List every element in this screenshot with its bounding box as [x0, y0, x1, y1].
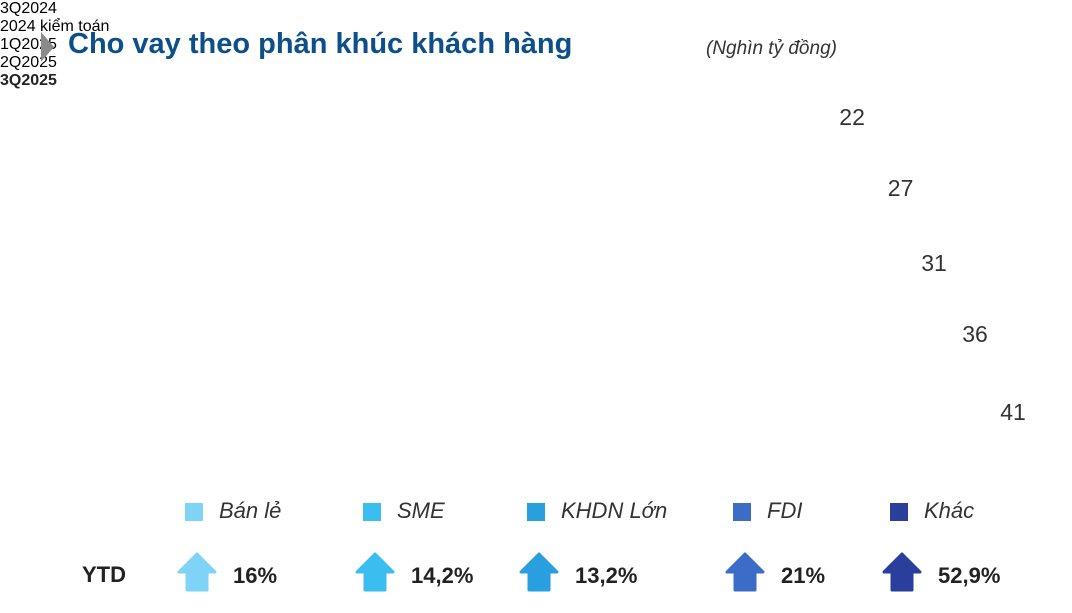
value-label: 36: [962, 321, 988, 347]
legend-label: Khác: [924, 498, 975, 523]
legend-label: KHDN Lớn: [561, 498, 668, 523]
value-label: 584: [748, 320, 789, 347]
ytd-arrow: [882, 552, 922, 592]
value-label: 96: [784, 103, 812, 130]
value-label: 116: [891, 320, 931, 347]
value-label: 751: [296, 320, 337, 347]
value-label: 31: [921, 250, 947, 276]
value-label: 679: [281, 174, 322, 201]
legend-label: Bán lẻ: [219, 498, 282, 523]
ytd-arrow: [519, 552, 559, 592]
value-label: 534: [694, 174, 735, 201]
legend-label: FDI: [767, 498, 803, 523]
ytd-value: 16%: [233, 563, 278, 588]
value-label: 102: [825, 174, 866, 201]
legend-swatch: [890, 503, 908, 521]
value-label: 123: [925, 398, 966, 425]
value-label: 622: [269, 103, 311, 130]
legend-swatch: [733, 503, 751, 521]
value-label: 788: [304, 398, 345, 425]
legend-label: SME: [397, 498, 445, 523]
ytd-value: 13,2%: [575, 563, 638, 588]
legend-swatch: [185, 503, 203, 521]
value-label: 413: [540, 320, 581, 347]
ytd-value: 14,2%: [411, 563, 474, 588]
title-marker: [41, 32, 54, 62]
legend-swatch: [527, 503, 545, 521]
value-label: 27: [887, 175, 914, 201]
value-label: 703: [286, 249, 327, 276]
value-label: 434: [560, 398, 601, 425]
ytd-value: 52,9%: [938, 563, 1001, 588]
ytd-arrow: [725, 552, 765, 592]
ytd-value: 21%: [781, 563, 826, 588]
ytd-arrow: [177, 552, 217, 592]
category-label: 3Q2025: [0, 72, 57, 89]
legend-swatch: [363, 503, 381, 521]
value-label: 566: [717, 249, 758, 276]
category-label: 3Q2024: [0, 0, 57, 17]
ytd-arrow: [355, 552, 395, 592]
chart-subtitle: (Nghìn tỷ đồng): [706, 38, 837, 59]
value-label: 380: [503, 174, 544, 201]
value-label: 22: [839, 104, 865, 130]
value-label: 107: [855, 249, 896, 276]
value-label: 395: [516, 249, 557, 276]
value-label: 41: [1000, 399, 1026, 425]
chart-title: Cho vay theo phân khúc khách hàng: [68, 28, 573, 60]
value-label: 605: [777, 398, 818, 425]
value-label: 502: [657, 103, 698, 130]
category-label: 2024 kiểm toán: [0, 18, 110, 35]
value-label: 364: [476, 103, 517, 130]
ytd-label: YTD: [82, 562, 126, 587]
